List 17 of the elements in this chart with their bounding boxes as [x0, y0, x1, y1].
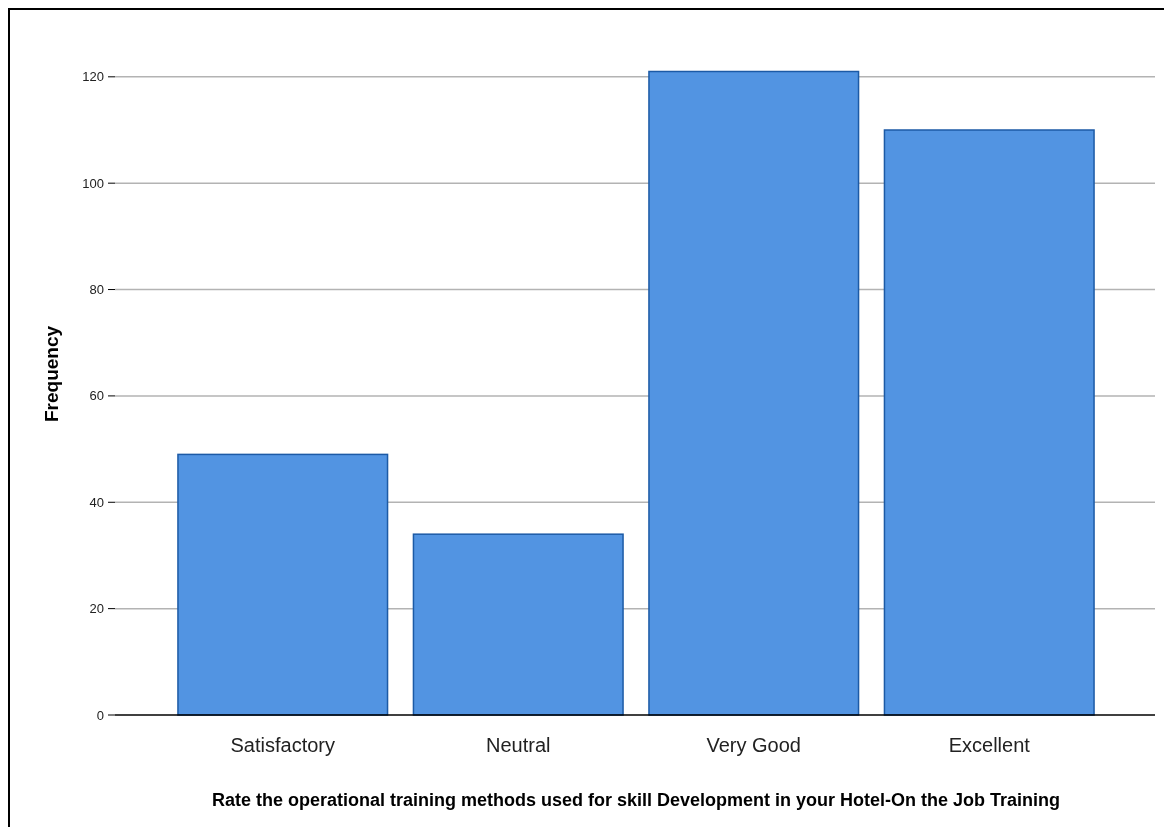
y-tick-label: 40: [89, 494, 104, 510]
y-tick-label: 60: [89, 388, 104, 404]
y-tick-label: 80: [89, 282, 104, 298]
y-tick-label: 100: [82, 175, 104, 191]
x-tick-label: Satisfactory: [230, 734, 335, 756]
bar: [412, 533, 624, 716]
bar: [883, 129, 1095, 716]
y-axis-title: Frequency: [41, 325, 62, 423]
x-tick-label: Neutral: [486, 734, 551, 756]
y-tick-label: 120: [82, 69, 104, 85]
x-axis-title: Rate the operational training methods used for skill Development in your Hotel-On the Job Training: [211, 790, 1061, 810]
y-tick-label: 0: [96, 707, 104, 723]
bar: [177, 453, 389, 716]
x-tick-label: Very Good: [706, 734, 802, 756]
y-tick-label: 20: [89, 601, 104, 617]
x-tick-label: Excellent: [948, 734, 1031, 756]
bar: [648, 70, 860, 716]
